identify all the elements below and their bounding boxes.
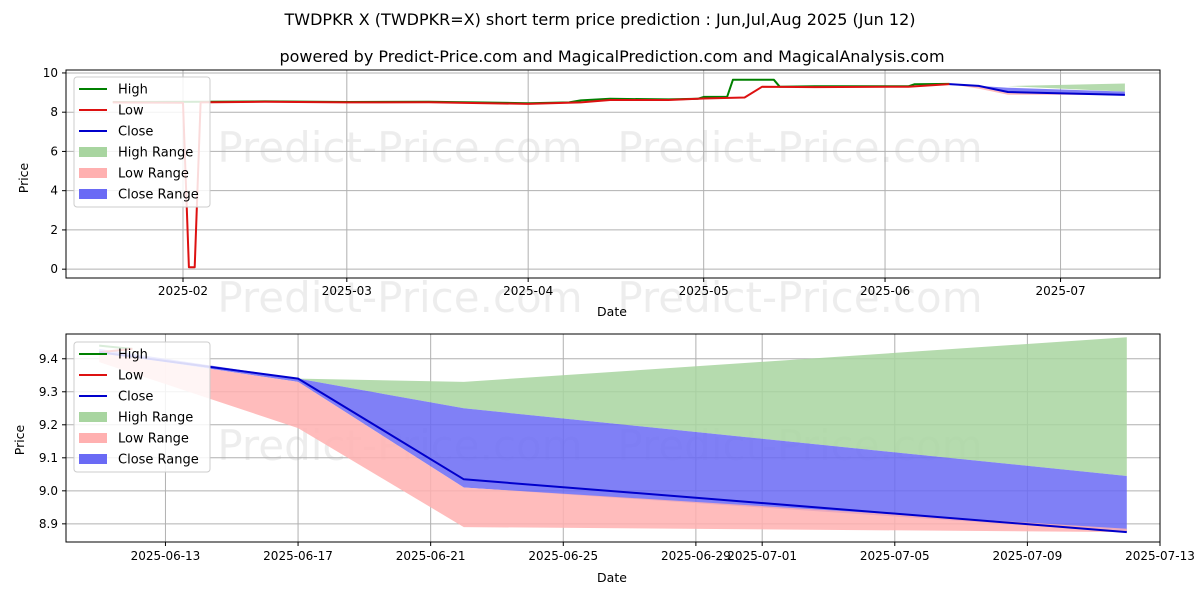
- x-tick-label: 2025-07: [1035, 284, 1085, 298]
- y-tick-label: 9.1: [39, 451, 58, 465]
- low-line: [112, 83, 950, 269]
- legend-label: Close Range: [118, 453, 199, 468]
- legend-label: Close Range: [118, 188, 199, 203]
- x-tick-label: 2025-04: [503, 284, 553, 298]
- legend-label: High Range: [118, 411, 193, 426]
- legend-box: [73, 341, 211, 473]
- x-tick-label: 2025-06: [860, 284, 910, 298]
- y-tick-label: 2: [50, 223, 58, 237]
- x-tick-label: 2025-06-25: [528, 549, 598, 563]
- legend-close-range-swatch: [79, 189, 107, 199]
- x-tick-label: 2025-07-13: [1125, 549, 1195, 563]
- y-tick-label: 9.2: [39, 418, 58, 432]
- x-tick-label: 2025-07-05: [860, 549, 930, 563]
- legend-label: High: [118, 348, 148, 363]
- panel-2: Predict-Price.comPredict-Price.com2025-0…: [12, 333, 1195, 585]
- legend-low-range-swatch: [79, 433, 107, 443]
- x-axis-label: Date: [597, 570, 627, 585]
- legend: High Low Close High Range Low Range Close Ran…: [73, 341, 211, 473]
- legend-high-range-swatch: [79, 147, 107, 157]
- legend-label: Low Range: [118, 167, 189, 182]
- y-axis-label: Price: [12, 424, 27, 455]
- x-tick-label: 2025-03: [322, 284, 372, 298]
- legend-label: Low: [118, 369, 144, 384]
- legend-label: High Range: [118, 146, 193, 161]
- watermark-text: Predict-Price.com: [217, 123, 582, 172]
- legend-box: [73, 76, 211, 208]
- legend-label: Close: [118, 125, 153, 140]
- high-range-band: [99, 337, 1127, 476]
- y-tick-label: 8: [50, 105, 58, 119]
- close-range-band: [99, 348, 1127, 533]
- y-tick-label: 10: [43, 66, 58, 80]
- watermark-text: Predict-Price.com: [617, 123, 982, 172]
- x-tick-label: 2025-06-29: [661, 549, 731, 563]
- x-tick-label: 2025-06-21: [396, 549, 466, 563]
- legend-label: Low: [118, 104, 144, 119]
- watermark-text: Predict-Price.com: [217, 273, 582, 322]
- plot-frame: [65, 333, 1161, 543]
- close-line: [949, 83, 1125, 96]
- high-range-band: [949, 83, 1125, 92]
- high-line: [112, 78, 950, 105]
- x-axis-label: Date: [597, 304, 627, 319]
- x-tick-label: 2025-06-17: [263, 549, 333, 563]
- y-tick-label: 8.9: [39, 517, 58, 531]
- legend-close-range-swatch: [79, 454, 107, 464]
- panel-1: Predict-Price.com Predict-Price.com Predic…: [16, 66, 1161, 322]
- x-tick-label: 2025-07-09: [993, 549, 1063, 563]
- low-range-band: [949, 84, 1125, 95]
- chart-title: TWDPKR X (TWDPKR=X) short term price pre…: [284, 10, 916, 29]
- watermark-text: Predict-Price.com: [617, 273, 982, 322]
- x-tick-label: 2025-05: [679, 284, 729, 298]
- legend-low-range-swatch: [79, 168, 107, 178]
- y-axis-label: Price: [16, 162, 31, 193]
- y-tick-label: 9.4: [39, 352, 58, 366]
- chart-subtitle: powered by Predict-Price.com and Magical…: [279, 47, 944, 66]
- y-tick-label: 9.3: [39, 385, 58, 399]
- legend-label: High: [118, 83, 148, 98]
- plot-frame: [65, 69, 1161, 279]
- legend: High Low Close High Range Low Range Close Ran…: [73, 76, 211, 208]
- close-range-band: [949, 84, 1125, 95]
- y-tick-label: 6: [50, 144, 58, 158]
- legend-high-range-swatch: [79, 412, 107, 422]
- x-tick-label: 2025-06-13: [131, 549, 201, 563]
- legend-label: Close: [118, 390, 153, 405]
- y-tick-label: 0: [50, 262, 58, 276]
- x-tick-label: 2025-02: [158, 284, 208, 298]
- y-tick-label: 9.0: [39, 484, 58, 498]
- y-tick-label: 4: [50, 184, 58, 198]
- legend-label: Low Range: [118, 432, 189, 447]
- x-tick-label: 2025-07-01: [727, 549, 797, 563]
